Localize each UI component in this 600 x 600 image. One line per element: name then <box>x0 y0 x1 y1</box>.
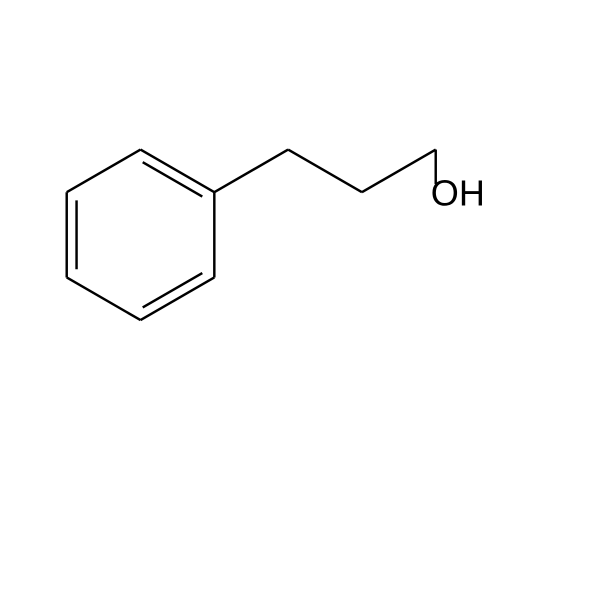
bond-C3-C4 <box>141 277 215 320</box>
hydroxyl-label: OH <box>431 172 485 213</box>
bond-C6-C1 <box>67 150 141 193</box>
bond-C5-C6 <box>141 150 215 193</box>
bond-C8-C9 <box>362 150 436 193</box>
bond-C2-C3 <box>67 277 141 320</box>
bond-C7-C8 <box>288 150 362 193</box>
molecule-diagram: OH <box>0 0 600 600</box>
bond-C5-C7 <box>214 150 288 193</box>
